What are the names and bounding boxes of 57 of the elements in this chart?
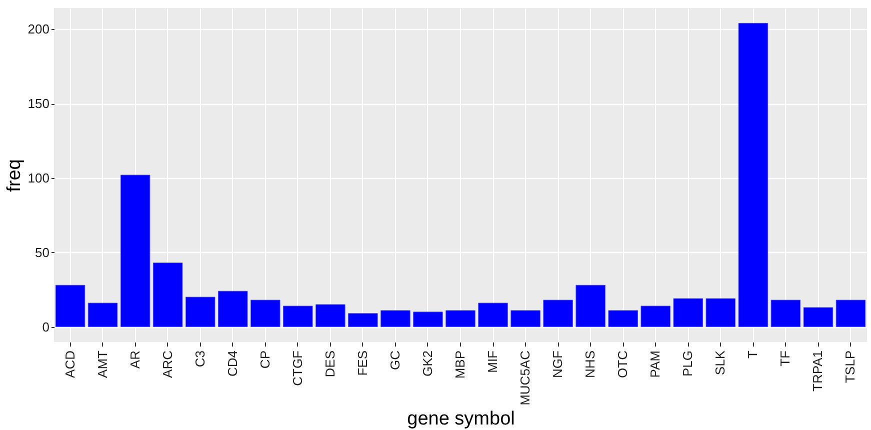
x-tick-label: FES xyxy=(354,350,370,376)
bar xyxy=(55,284,86,328)
y-tick-label: 150 xyxy=(28,96,50,112)
x-tick-label: PAM xyxy=(648,350,663,378)
x-tick-label: ACD xyxy=(62,350,78,378)
bar xyxy=(88,302,118,328)
bar xyxy=(770,300,801,328)
x-tick-label: NHS xyxy=(582,350,598,378)
x-tick-label: TF xyxy=(778,350,793,366)
bar xyxy=(576,284,606,328)
x-tick-label: MBP xyxy=(452,350,468,379)
y-tick-label: 100 xyxy=(28,170,50,186)
y-tick-label: 200 xyxy=(28,22,50,37)
x-tick-label: DES xyxy=(322,350,338,378)
bar xyxy=(478,302,508,328)
bar xyxy=(803,307,834,328)
bar xyxy=(250,300,280,328)
x-tick-label: T xyxy=(745,350,760,358)
x-tick-label: SLK xyxy=(712,350,728,376)
x-axis-title: gene symbol xyxy=(407,408,515,430)
bar xyxy=(218,290,248,328)
y-axis-title: freq xyxy=(4,159,25,192)
x-tick-label: AR xyxy=(127,350,142,369)
x-tick-label: TRPA1 xyxy=(810,350,826,392)
bar xyxy=(413,312,443,328)
x-tick-label: CD4 xyxy=(224,350,240,377)
bar xyxy=(706,298,736,328)
x-tick-label: TSLP xyxy=(842,350,858,384)
y-tick-label: 0 xyxy=(42,319,50,334)
bar xyxy=(673,298,704,328)
x-tick-label: PLG xyxy=(680,350,696,377)
x-tick-label: NGF xyxy=(550,350,566,378)
bar xyxy=(185,296,216,328)
x-tick-label: CP xyxy=(257,350,272,369)
bar xyxy=(348,313,378,328)
bar xyxy=(152,262,183,328)
x-tick-label: AMT xyxy=(94,350,110,378)
bar xyxy=(836,300,866,328)
x-tick-label: OTC xyxy=(615,350,630,378)
bar xyxy=(446,310,476,328)
x-tick-label: MUC5AC xyxy=(518,350,533,406)
bar xyxy=(316,304,346,328)
x-tick-label: ARC xyxy=(160,350,175,378)
bar xyxy=(608,310,638,328)
y-tick-label: 50 xyxy=(35,244,50,260)
bar xyxy=(738,22,768,328)
bar xyxy=(543,300,573,328)
x-tick-label: CTGF xyxy=(290,350,305,386)
bar xyxy=(120,174,150,328)
bar xyxy=(510,310,540,328)
bar xyxy=(380,310,410,328)
x-tick-label: MIF xyxy=(485,350,500,373)
x-tick-label: C3 xyxy=(192,350,208,368)
x-tick-label: GK2 xyxy=(420,350,435,377)
bar xyxy=(283,306,313,328)
bar xyxy=(640,306,671,328)
x-tick-label: GC xyxy=(387,350,402,370)
